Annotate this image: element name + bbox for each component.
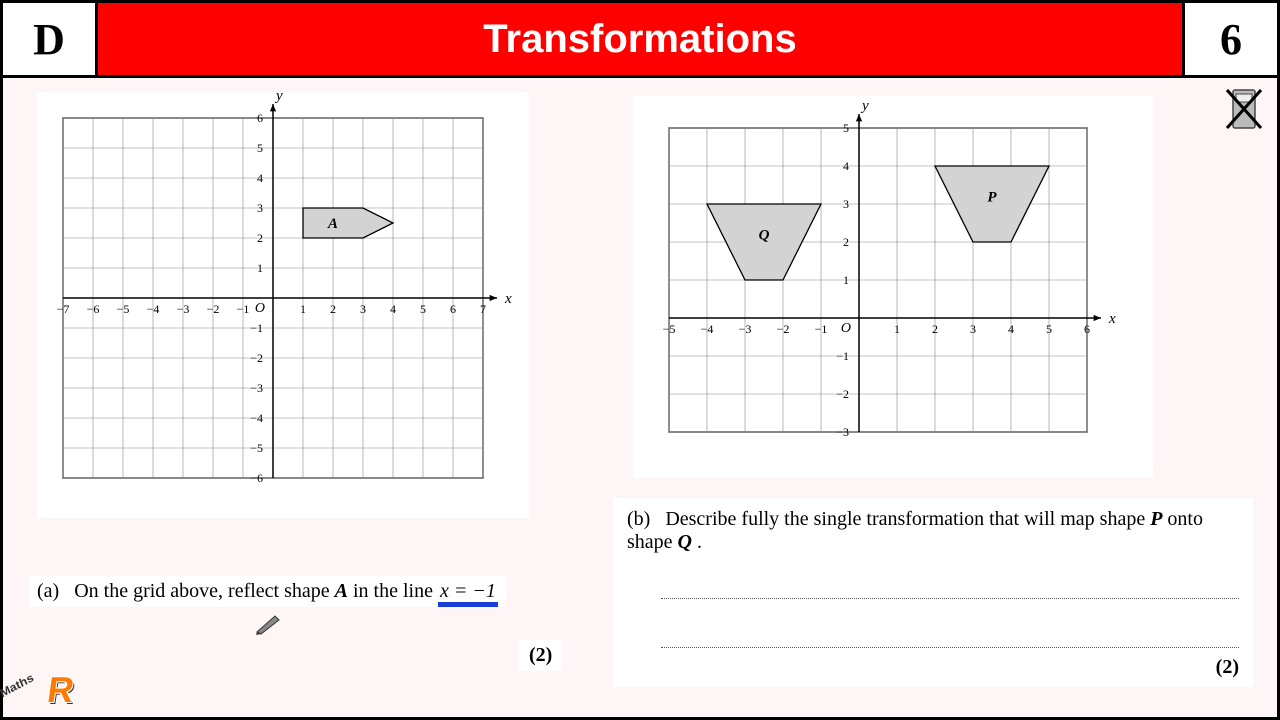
part-a-text1: On the grid above, reflect shape [74,580,334,602]
svg-text:−3: −3 [250,381,263,395]
svg-text:1: 1 [843,273,849,287]
svg-text:−2: −2 [207,302,220,316]
svg-text:1: 1 [257,261,263,275]
svg-text:−1: −1 [250,321,263,335]
svg-text:y: y [860,102,869,114]
part-b-shape-p: P [1150,508,1162,530]
svg-text:4: 4 [843,159,849,173]
svg-text:6: 6 [450,302,456,316]
svg-text:6: 6 [257,111,263,125]
svg-text:1: 1 [894,322,900,336]
part-a-text2: in the line [353,580,438,602]
question-b: (b) Describe fully the single transforma… [613,498,1253,687]
svg-text:2: 2 [330,302,336,316]
logo: MathsR [10,669,77,711]
chart-b: −5 −4 −3 −2 −1 1 2 3 4 5 6 −3 −2 −1 1 2 3 4 5 Ox y Q P [643,102,1133,472]
answer-line-1[interactable] [661,578,1239,599]
marks-b: (2) [1216,656,1239,678]
svg-text:−7: −7 [57,302,70,316]
svg-text:Q: Q [759,227,770,243]
part-b-text1: Describe fully the single transformation… [665,508,1150,530]
worksheet-page: D Transformations 6 −7 −6 −5 −4 −3 −2 −1 1 2 3 4 5 6… [0,0,1280,720]
page-number-box: 6 [1182,3,1277,75]
svg-text:−3: −3 [177,302,190,316]
answer-line-2[interactable] [661,627,1239,648]
header: D Transformations 6 [3,3,1277,78]
svg-text:5: 5 [1046,322,1052,336]
svg-text:2: 2 [257,231,263,245]
svg-text:x: x [504,291,512,307]
svg-text:7: 7 [480,302,486,316]
grade-box: D [3,3,98,75]
svg-text:−5: −5 [663,322,676,336]
svg-text:−2: −2 [836,387,849,401]
svg-text:−6: −6 [87,302,100,316]
title-box: Transformations [98,3,1182,75]
svg-text:−1: −1 [237,302,250,316]
part-b-text3: . [697,531,702,553]
svg-text:−1: −1 [815,322,828,336]
question-a: (a) On the grid above, reflect shape A i… [29,576,506,607]
svg-text:−2: −2 [250,351,263,365]
svg-text:2: 2 [932,322,938,336]
svg-text:4: 4 [257,171,263,185]
svg-text:2: 2 [843,235,849,249]
part-a-equation: x = −1 [438,580,498,604]
svg-text:O: O [255,301,265,316]
svg-text:−1: −1 [836,349,849,363]
svg-text:5: 5 [420,302,426,316]
svg-text:y: y [274,92,283,104]
svg-text:3: 3 [970,322,976,336]
content-area: −7 −6 −5 −4 −3 −2 −1 1 2 3 4 5 6 7 −6 −5 −4 −3 −2 −1 1 2 3 4 5 6 O… [3,78,1277,717]
svg-text:A: A [327,216,338,232]
svg-text:5: 5 [257,141,263,155]
svg-text:−3: −3 [739,322,752,336]
svg-text:−4: −4 [147,302,160,316]
svg-text:4: 4 [390,302,396,316]
svg-text:−5: −5 [250,441,263,455]
part-b-label: (b) [627,508,650,530]
svg-text:4: 4 [1008,322,1014,336]
svg-text:O: O [841,321,851,336]
svg-text:3: 3 [360,302,366,316]
part-a-label: (a) [37,580,59,602]
svg-text:−2: −2 [777,322,790,336]
chart-a: −7 −6 −5 −4 −3 −2 −1 1 2 3 4 5 6 7 −6 −5 −4 −3 −2 −1 1 2 3 4 5 6 O… [37,92,529,518]
svg-text:−4: −4 [701,322,714,336]
svg-text:−3: −3 [836,425,849,439]
svg-text:1: 1 [300,302,306,316]
svg-text:3: 3 [843,197,849,211]
svg-text:x: x [1108,311,1116,327]
svg-text:−4: −4 [250,411,263,425]
svg-text:−5: −5 [117,302,130,316]
chart-b-panel: −5 −4 −3 −2 −1 1 2 3 4 5 6 −3 −2 −1 1 2 3 4 5 Ox y Q P [633,96,1153,478]
svg-text:P: P [987,189,997,205]
part-a-shape: A [335,580,348,602]
svg-text:−6: −6 [250,471,263,485]
chart-a-panel: −7 −6 −5 −4 −3 −2 −1 1 2 3 4 5 6 7 −6 −5 −4 −3 −2 −1 1 2 3 4 5 6 O… [37,92,529,518]
marks-a: (2) [519,640,562,671]
no-calculator-icon [1225,86,1263,132]
part-b-shape-q: Q [678,531,692,553]
pen-icon [255,612,285,636]
svg-text:3: 3 [257,201,263,215]
svg-text:5: 5 [843,121,849,135]
svg-text:6: 6 [1084,322,1090,336]
